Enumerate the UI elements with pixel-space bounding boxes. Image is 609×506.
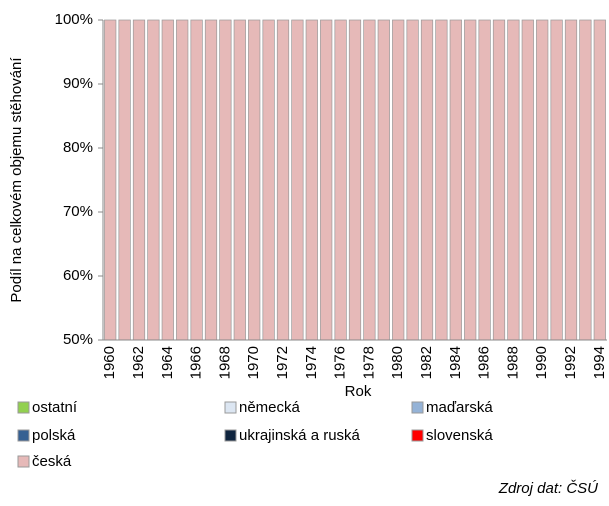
y-tick-label: 50% (63, 331, 93, 348)
bar-segment (579, 19, 592, 341)
legend-swatch (411, 401, 424, 414)
bar-segment (204, 19, 218, 341)
bar-segment (276, 19, 290, 341)
x-tick-label: 1974 (303, 346, 320, 379)
bar-segment (118, 19, 131, 341)
bar-segment (420, 19, 434, 341)
legend-label: česká (32, 453, 72, 470)
legend-swatch (17, 455, 30, 468)
x-tick-label: 1992 (562, 346, 579, 379)
bar-segment (248, 19, 261, 341)
x-axis-label: Rok (345, 383, 372, 400)
x-tick-label: 1990 (533, 346, 550, 379)
x-tick-label: 1982 (418, 346, 435, 379)
bar-segment (233, 19, 246, 341)
legend-swatch (411, 429, 424, 442)
legend-swatch (224, 429, 237, 442)
bar-segment (363, 19, 376, 341)
bar-segment (161, 19, 174, 341)
x-tick-label: 1972 (274, 346, 291, 379)
bar-segment (392, 19, 405, 341)
x-tick-label: 1962 (130, 346, 147, 379)
y-tick-label: 60% (63, 267, 93, 284)
bar-segment (377, 19, 390, 341)
bar-segment (464, 19, 477, 341)
bar-segment (449, 19, 462, 341)
bar-segment (132, 19, 146, 341)
legend-label: polská (32, 427, 76, 444)
legend-label: ostatní (32, 399, 78, 416)
bar-segment (334, 19, 347, 341)
legend-label: slovenská (426, 427, 493, 444)
legend-swatch (17, 429, 30, 442)
bar-segment (305, 19, 318, 341)
bar-segment (176, 19, 189, 341)
x-tick-label: 1964 (159, 346, 176, 379)
y-tick-label: 100% (55, 11, 93, 28)
bar-segment (190, 19, 203, 341)
y-tick-label: 80% (63, 139, 93, 156)
bar-segment (521, 19, 534, 341)
bar-segment (593, 19, 606, 341)
x-tick-label: 1960 (101, 346, 118, 379)
bar-segment (564, 19, 578, 341)
bar-segment (291, 19, 304, 341)
source-note: Zdroj dat: ČSÚ (498, 480, 598, 497)
x-tick-label: 1970 (245, 346, 262, 379)
bar-segment (536, 19, 549, 341)
legend-swatch (224, 401, 237, 414)
x-tick-label: 1968 (216, 346, 233, 379)
bar-segment (147, 19, 160, 341)
bar-segment (104, 19, 117, 341)
x-tick-label: 1994 (591, 346, 608, 379)
y-tick-label: 90% (63, 75, 93, 92)
bar-segment (435, 19, 448, 341)
legend-label: ukrajinská a ruská (239, 427, 361, 444)
bar-segment (507, 19, 520, 341)
x-tick-label: 1984 (447, 346, 464, 379)
bar-segment (478, 19, 491, 341)
y-axis-label: Podíl na celkovém objemu stěhování (8, 57, 25, 303)
bar-segment (219, 19, 232, 341)
legend-label: maďarská (426, 399, 493, 416)
bar-segment (348, 19, 362, 341)
bar-segment (406, 19, 419, 341)
y-tick-label: 70% (63, 203, 93, 220)
x-tick-label: 1988 (504, 346, 521, 379)
legend-swatch (17, 401, 30, 414)
x-tick-label: 1978 (360, 346, 377, 379)
x-tick-label: 1976 (332, 346, 349, 379)
x-tick-label: 1980 (389, 346, 406, 379)
legend-label: německá (239, 399, 301, 416)
x-tick-label: 1966 (188, 346, 205, 379)
bar-segment (262, 19, 275, 341)
bar-segment (320, 19, 333, 341)
x-tick-label: 1986 (476, 346, 493, 379)
bar-segment (550, 19, 563, 341)
bar-segment (492, 19, 506, 341)
